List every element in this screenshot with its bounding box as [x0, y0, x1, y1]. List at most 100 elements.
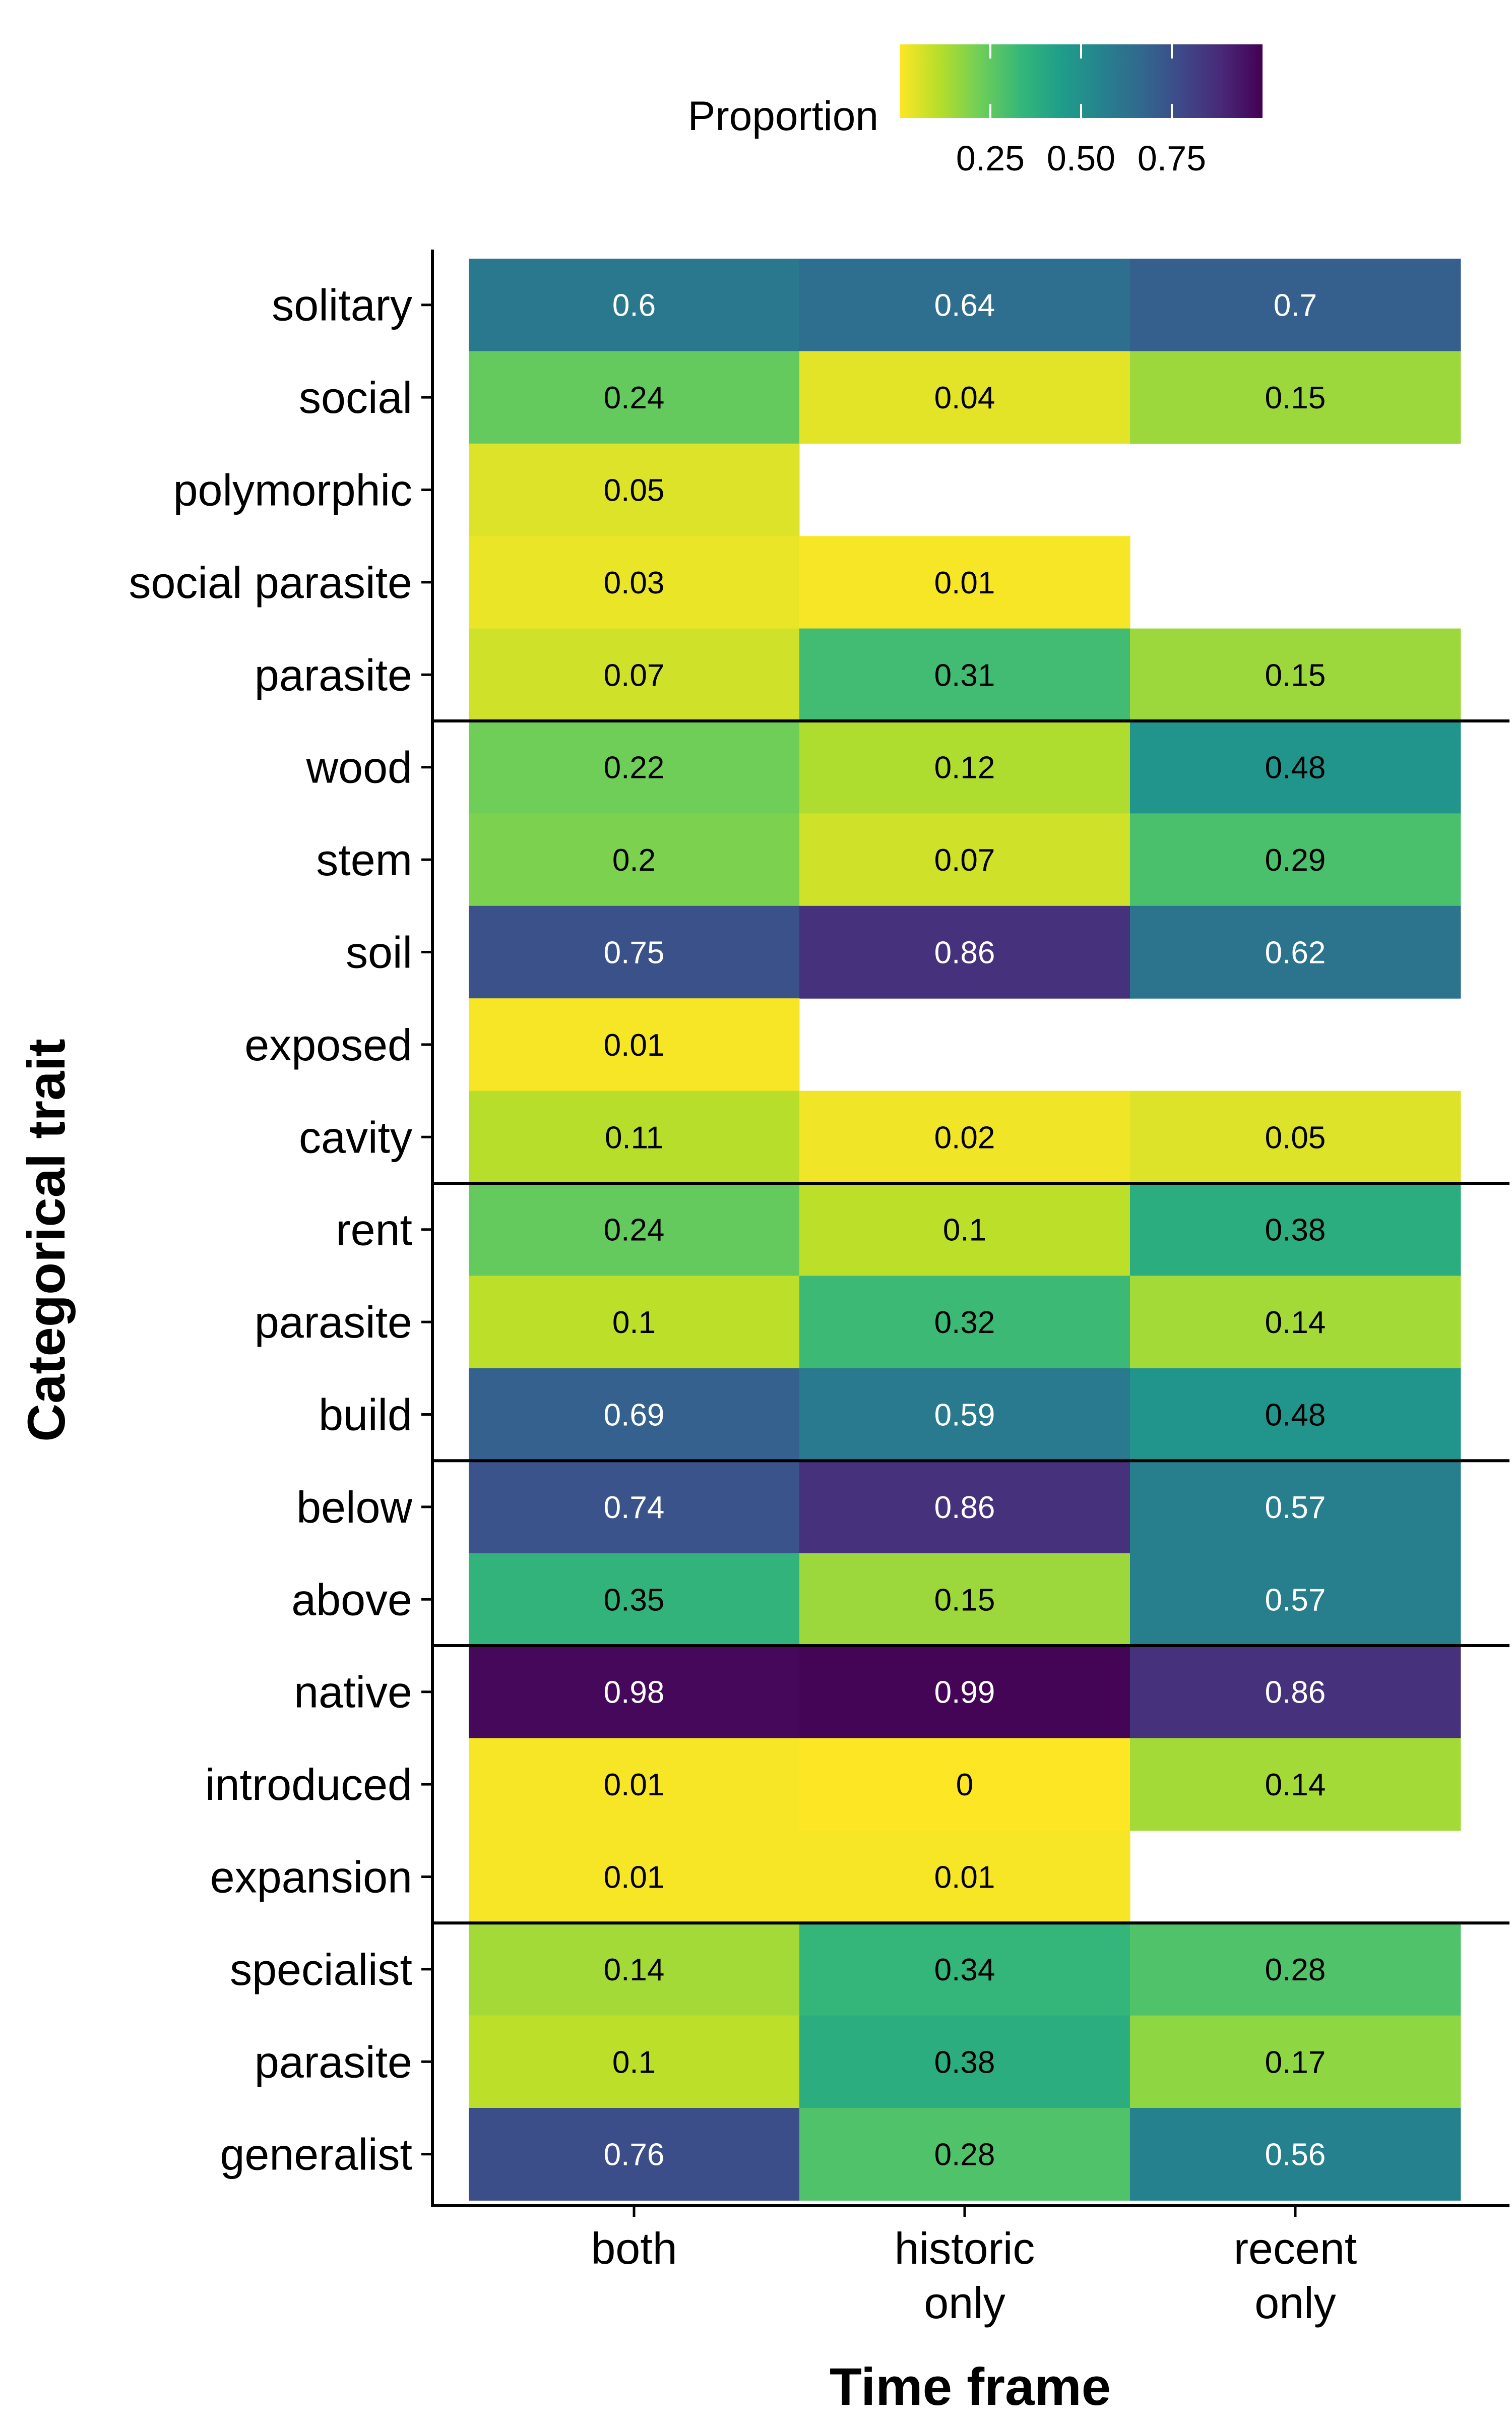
cell-value-label: 0.24	[604, 1213, 665, 1248]
heatmap-cell	[799, 1738, 1130, 1831]
legend-tick-label: 0.50	[1047, 139, 1115, 178]
heatmap-cell	[799, 1646, 1130, 1738]
cell-value-label: 0.15	[1265, 658, 1326, 693]
x-axis-labels: both historic only recent only	[591, 2206, 1357, 2328]
x-tick-label: recent only	[1234, 2223, 1357, 2328]
cell-value-label: 0.75	[604, 936, 665, 971]
cell-value-label: 0.17	[1265, 2045, 1326, 2080]
heatmap-cell	[1130, 1461, 1461, 1554]
legend-title: Proportion	[688, 93, 878, 139]
y-tick-label: generalist	[220, 2130, 412, 2180]
y-tick-label: introduced	[205, 1760, 412, 1809]
heatmap-cell	[1130, 2015, 1461, 2108]
heatmap-cell	[469, 351, 800, 444]
cell-value-label: 0.01	[934, 566, 995, 600]
cell-value-label: 0.64	[934, 288, 995, 323]
cell-value-label: 0.57	[1265, 1490, 1326, 1525]
heatmap-cell	[799, 259, 1130, 351]
cell-value-label: 0.03	[604, 566, 665, 600]
y-tick-label: social parasite	[129, 558, 412, 608]
heatmap-cell	[469, 1553, 800, 1646]
cell-value-label: 0.32	[934, 1305, 995, 1340]
y-tick-label: wood	[306, 743, 412, 793]
heatmap-cell	[799, 813, 1130, 906]
heatmap-cell	[1130, 721, 1461, 814]
cell-value-label: 0.76	[604, 2138, 665, 2172]
cell-value-label: 0.74	[604, 1490, 665, 1525]
cell-value-label: 0.28	[1265, 1953, 1326, 1987]
cell-value-label: 0.86	[934, 936, 995, 971]
cell-value-label: 0.86	[1265, 1675, 1326, 1710]
cell-value-label: 0.29	[1265, 843, 1326, 878]
heatmap-cell	[469, 813, 800, 906]
y-tick-label: social	[299, 373, 412, 422]
y-tick-label: above	[291, 1575, 412, 1624]
legend: Proportion 0.25 0.50 0.75	[688, 44, 1263, 178]
y-tick-label: polymorphic	[173, 465, 412, 515]
heatmap-cell	[469, 1738, 800, 1831]
heatmap-cell	[469, 1183, 800, 1276]
y-tick-label: soil	[346, 928, 412, 978]
y-tick-label: parasite	[255, 650, 412, 700]
cell-value-label: 0.6	[612, 288, 656, 323]
heatmap-cell	[469, 628, 800, 721]
cell-value-label: 0.15	[1265, 381, 1326, 415]
heatmap-cell	[799, 1276, 1130, 1369]
heatmap-cell	[469, 998, 800, 1092]
cell-value-label: 0.1	[612, 2045, 656, 2080]
heatmap-cell	[1130, 351, 1461, 444]
heatmap-cell	[1130, 1553, 1461, 1646]
legend-tick-label: 0.75	[1138, 139, 1206, 178]
y-tick-label: stem	[316, 835, 412, 885]
heatmap-cell	[1130, 2108, 1461, 2201]
cell-value-label: 0.02	[934, 1120, 995, 1155]
cell-value-label: 0.14	[1265, 1305, 1326, 1340]
cell-value-label: 0.2	[612, 843, 656, 878]
heatmap-cell	[469, 1646, 800, 1738]
cell-value-label: 0.38	[934, 2045, 995, 2080]
heatmap-cell	[469, 2108, 800, 2201]
cell-value-label: 0.69	[604, 1398, 665, 1433]
heatmap-cell	[799, 1461, 1130, 1554]
heatmap-cell	[1130, 259, 1461, 351]
heatmap-cell	[799, 905, 1130, 999]
heatmap-cell	[469, 443, 800, 536]
y-tick-label: build	[319, 1390, 412, 1440]
cell-value-label: 0.31	[934, 658, 995, 693]
cell-value-label: 0.14	[604, 1953, 665, 1987]
cell-value-label: 0.01	[604, 1860, 665, 1895]
cell-value-label: 0.34	[934, 1953, 995, 1987]
cell-value-label: 0.12	[934, 751, 995, 785]
cell-value-label: 0.14	[1265, 1768, 1326, 1802]
heatmap-cell	[469, 1368, 800, 1461]
heatmap-cell	[469, 2015, 800, 2108]
cell-value-label: 0.1	[612, 1305, 656, 1340]
heatmap-cell	[799, 721, 1130, 814]
heatmap-cell	[469, 905, 800, 999]
heatmap-cell	[1130, 1738, 1461, 1831]
axes	[431, 250, 1509, 2207]
cell-value-label: 0.28	[934, 2138, 995, 2172]
heatmap-cell	[469, 1091, 800, 1184]
legend-tick-label: 0.25	[956, 139, 1025, 178]
y-tick-label: specialist	[230, 1945, 412, 1994]
cell-value-label: 0.99	[934, 1675, 995, 1710]
cell-value-label: 0	[956, 1768, 973, 1802]
y-tick-label: below	[296, 1482, 412, 1532]
cell-value-label: 0.05	[604, 473, 665, 508]
cell-value-label: 0.22	[604, 751, 665, 785]
cell-value-label: 0.7	[1274, 288, 1317, 323]
heatmap-cell	[799, 1553, 1130, 1646]
heatmap-cell	[469, 1923, 800, 2016]
heatmap-cell	[799, 1183, 1130, 1276]
heatmap-cell	[799, 1923, 1130, 2016]
heatmap-cell	[799, 2108, 1130, 2201]
cell-value-label: 0.57	[1265, 1583, 1326, 1617]
heatmap-cells: 0.6 0.64 0.7 0.24 0.04 0.15 0.05 0.03 0.01 0.07 0.…	[469, 259, 1461, 2201]
heatmap-cell	[1130, 1646, 1461, 1738]
cell-value-label: 0.86	[934, 1490, 995, 1525]
heatmap-cell	[799, 1091, 1130, 1184]
y-axis-title: Categorical trait	[17, 1039, 76, 1441]
cell-value-label: 0.59	[934, 1398, 995, 1433]
